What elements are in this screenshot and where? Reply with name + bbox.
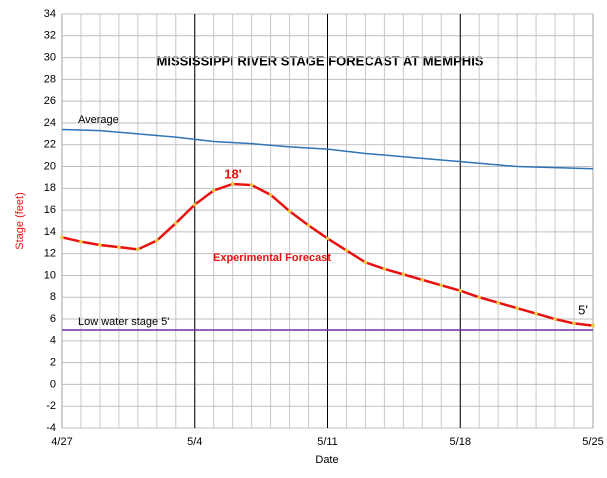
x-tick-label: 5/18	[450, 436, 471, 448]
series-line	[61, 128, 594, 170]
point	[192, 202, 197, 207]
x-tick-label: 5/25	[582, 436, 603, 448]
point	[173, 221, 178, 225]
point	[534, 311, 538, 316]
y-tick-label: 12	[44, 248, 56, 260]
point	[458, 288, 463, 293]
point	[572, 321, 576, 326]
series-label: Experimental Forecast	[213, 252, 331, 264]
y-tick-label: 24	[44, 117, 56, 129]
point	[439, 283, 444, 288]
point	[230, 182, 235, 186]
y-tick-label: 2	[50, 357, 56, 369]
y-tick-label: 22	[44, 139, 56, 151]
point	[60, 235, 64, 240]
y-tick-label: 0	[50, 378, 56, 390]
point	[79, 239, 83, 244]
y-tick-label: -4	[46, 422, 56, 434]
x-tick-label: 4/27	[51, 436, 72, 448]
point	[98, 243, 102, 247]
point	[117, 245, 121, 249]
y-tick-label: 18	[44, 182, 56, 194]
x-axis-title: Date	[315, 454, 338, 466]
point	[477, 295, 482, 300]
y-tick-label: 30	[44, 51, 56, 63]
annotation: 18'	[224, 166, 242, 181]
y-tick-label: 10	[44, 269, 56, 281]
x-tick-label: 5/11	[317, 436, 338, 448]
point	[496, 300, 500, 305]
x-tick-label: 5/4	[187, 436, 202, 448]
y-tick-label: 28	[44, 73, 56, 85]
y-tick-label: 6	[50, 313, 56, 325]
y-tick-label: 8	[50, 291, 56, 303]
point	[268, 193, 273, 197]
point	[363, 260, 368, 265]
point	[325, 236, 330, 241]
y-tick-label: 32	[44, 30, 56, 42]
point	[249, 183, 254, 187]
series-label: Average	[78, 114, 119, 126]
point	[382, 267, 387, 271]
y-tick-label: -2	[46, 400, 56, 412]
y-tick-label: 26	[44, 95, 56, 107]
y-tick-label: 20	[44, 160, 56, 172]
y-tick-label: 16	[44, 204, 56, 216]
point	[306, 223, 311, 228]
point	[136, 247, 140, 252]
point	[591, 323, 595, 328]
point	[515, 306, 519, 310]
chart-title: MISSISSIPPI RIVER STAGE FORECAST AT MEMP…	[157, 53, 484, 68]
series-label: Low water stage 5'	[78, 316, 169, 328]
y-axis-title: Stage (feet)	[14, 192, 26, 249]
point	[553, 317, 557, 321]
point	[420, 278, 425, 282]
point	[155, 238, 159, 243]
y-tick-label: 14	[44, 226, 56, 238]
point	[401, 272, 406, 277]
y-tick-label: 34	[44, 8, 56, 20]
annotation: 5'	[578, 302, 588, 317]
point	[287, 209, 292, 213]
point	[344, 248, 349, 253]
y-tick-label: 4	[50, 335, 56, 347]
point	[211, 188, 216, 193]
